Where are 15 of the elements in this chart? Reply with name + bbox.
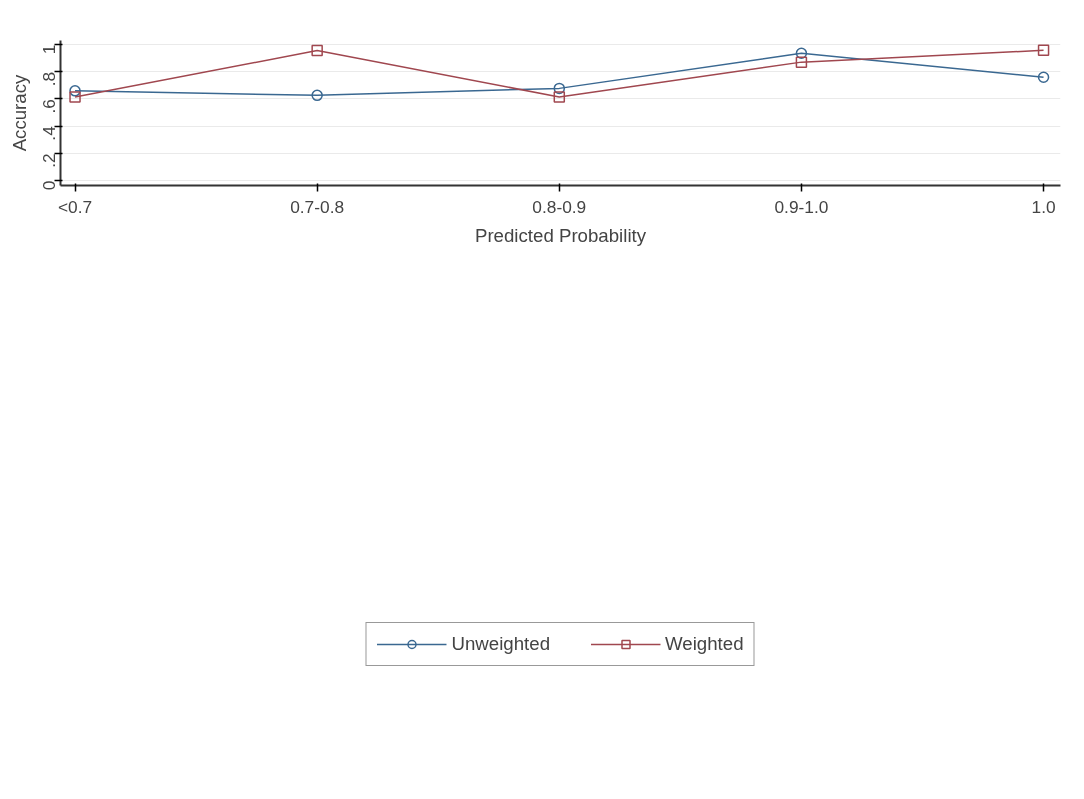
legend-label: Weighted — [665, 632, 744, 655]
y-tick-label: .8 — [39, 71, 60, 87]
legend-label: Unweighted — [451, 632, 551, 655]
y-tick-label: 1 — [39, 44, 60, 55]
y-axis-title: Accuracy — [8, 73, 30, 152]
x-tick-label: 1.0 — [1031, 196, 1056, 217]
x-tick-label: 0.9-1.0 — [774, 196, 829, 217]
x-tick-label: <0.7 — [57, 196, 93, 217]
x-tick-label: 0.8-0.9 — [532, 196, 587, 217]
y-tick-label: .6 — [39, 98, 60, 114]
y-tick-label: .4 — [39, 125, 60, 141]
x-tick-label: 0.7-0.8 — [290, 196, 345, 217]
x-axis-title: Predicted Probability — [474, 224, 647, 246]
y-tick-label: 0 — [39, 180, 60, 191]
y-tick-label: .2 — [39, 153, 60, 168]
